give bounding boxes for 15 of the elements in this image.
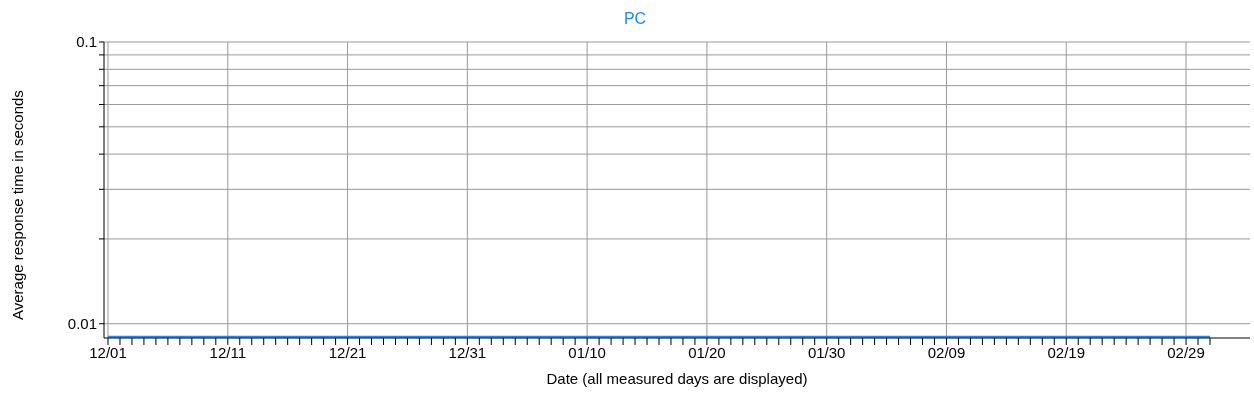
x-tick-label: 02/29 (1167, 343, 1205, 361)
x-tick-label: 02/09 (927, 343, 966, 361)
x-tick-label: 12/21 (328, 343, 367, 361)
y-tick-label: 0.1 (76, 33, 97, 51)
y-tick-label: 0.01 (67, 315, 97, 333)
x-tick-label: 01/30 (807, 343, 846, 361)
chart-subtitle: PC (622, 10, 648, 28)
x-tick-label: 12/11 (209, 343, 246, 361)
x-axis-title: Date (all measured days are displayed) (546, 370, 808, 387)
x-tick-label: 01/10 (568, 343, 606, 361)
x-tick-label: 02/19 (1047, 343, 1086, 361)
x-tick-label: 12/31 (448, 343, 487, 361)
x-tick-label: 12/01 (89, 343, 127, 361)
y-axis-title: Average response time in seconds (9, 90, 27, 320)
x-tick-label: 01/20 (688, 343, 726, 361)
